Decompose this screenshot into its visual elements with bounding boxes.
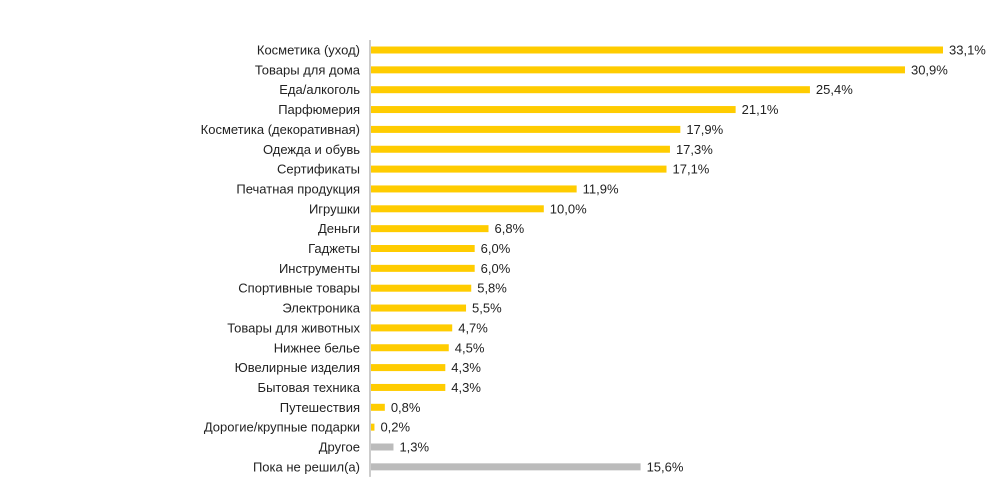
value-label: 17,9% — [686, 122, 723, 137]
category-label: Ювелирные изделия — [235, 360, 360, 375]
bar — [371, 165, 667, 173]
value-label: 33,1% — [949, 43, 986, 58]
bar — [371, 284, 472, 292]
bar — [371, 304, 467, 312]
value-label: 5,5% — [472, 301, 502, 316]
bar — [371, 125, 681, 133]
bar — [371, 443, 394, 451]
bars — [371, 46, 943, 471]
category-labels: Косметика (уход) Товары для дома Еда/алког… — [201, 43, 361, 475]
category-label: Косметика (уход) — [257, 43, 360, 58]
value-label: 0,2% — [380, 420, 410, 435]
category-label: Путешествия — [280, 400, 360, 415]
bar — [371, 463, 641, 471]
value-label: 15,6% — [647, 459, 684, 474]
category-label: Дорогие/крупные подарки — [204, 420, 360, 435]
bar — [371, 185, 577, 193]
value-label: 4,3% — [451, 380, 481, 395]
value-label: 10,0% — [550, 201, 587, 216]
category-label: Еда/алкоголь — [279, 82, 360, 97]
category-label: Другое — [319, 440, 360, 455]
value-label: 6,0% — [481, 241, 511, 256]
bar — [371, 264, 475, 272]
value-label: 30,9% — [911, 62, 948, 77]
value-label: 0,8% — [391, 400, 421, 415]
category-label: Гаджеты — [308, 241, 360, 256]
category-label: Товары для дома — [255, 62, 361, 77]
category-label: Товары для животных — [227, 320, 360, 335]
value-label: 25,4% — [816, 82, 853, 97]
bar — [371, 225, 489, 233]
value-label: 4,7% — [458, 320, 488, 335]
category-label: Бытовая техника — [258, 380, 361, 395]
category-label: Парфюмерия — [278, 102, 360, 117]
category-label: Одежда и обувь — [263, 142, 360, 157]
category-label: Спортивные товары — [238, 281, 360, 296]
value-labels: 33,1%30,9% 25,4% 21,1% 17,9% 17,3% 17,1% 11,9%… — [380, 43, 986, 475]
bar — [371, 403, 385, 411]
bar — [371, 106, 736, 114]
category-label: Печатная продукция — [236, 181, 360, 196]
value-label: 1,3% — [399, 440, 429, 455]
value-label: 5,8% — [477, 281, 507, 296]
bar — [371, 344, 449, 352]
category-label: Пока не решил(а) — [253, 459, 360, 474]
value-label: 17,1% — [673, 162, 710, 177]
category-label: Деньги — [318, 221, 360, 236]
value-label: 6,0% — [481, 261, 511, 276]
bar — [371, 205, 544, 213]
value-label: 11,9% — [583, 181, 619, 196]
bar — [371, 364, 446, 372]
bar — [371, 86, 810, 94]
bar — [371, 145, 670, 153]
bar — [371, 423, 375, 431]
value-label: 17,3% — [676, 142, 713, 157]
bar — [371, 383, 446, 391]
value-label: 4,5% — [455, 340, 485, 355]
value-label: 4,3% — [451, 360, 481, 375]
value-label: 6,8% — [495, 221, 525, 236]
category-label: Инструменты — [279, 261, 360, 276]
bar — [371, 66, 905, 74]
bar — [371, 245, 475, 252]
category-label: Косметика (декоративная) — [201, 122, 360, 137]
category-label: Сертификаты — [277, 162, 360, 177]
category-label: Нижнее белье — [274, 340, 360, 355]
bar — [371, 324, 453, 332]
category-label: Игрушки — [309, 201, 360, 216]
category-label: Электроника — [282, 301, 360, 316]
bar — [371, 46, 943, 54]
value-label: 21,1% — [742, 102, 779, 117]
